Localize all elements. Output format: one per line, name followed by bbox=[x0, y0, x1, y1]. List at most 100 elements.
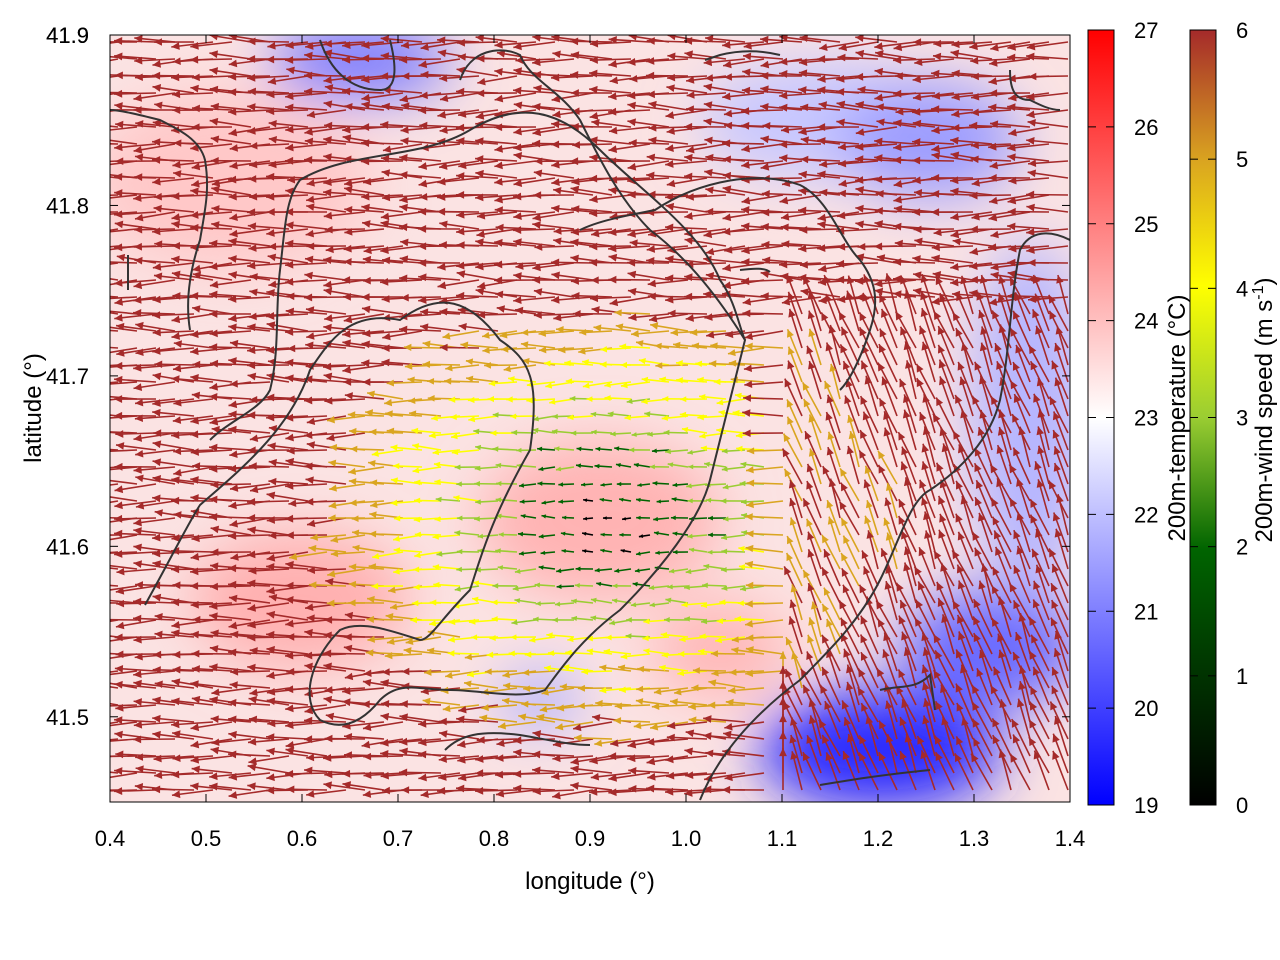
wind-vector-head bbox=[806, 518, 813, 527]
wind-vector-head bbox=[819, 160, 828, 168]
wind-vector-head bbox=[736, 445, 743, 452]
wind-vector-head bbox=[95, 392, 103, 400]
wind-vector-head bbox=[248, 715, 258, 724]
wind-vector-head bbox=[785, 637, 793, 646]
wind-vector-head bbox=[971, 72, 979, 81]
wind-vector-head bbox=[684, 616, 690, 622]
wind-vector-head bbox=[437, 110, 446, 119]
colorbar-tick-label: 20 bbox=[1134, 696, 1158, 721]
wind-vector-head bbox=[784, 686, 791, 696]
wind-vector-head bbox=[306, 242, 315, 251]
wind-vector-head bbox=[363, 177, 372, 186]
wind-vector-head bbox=[327, 570, 336, 578]
wind-vector-head bbox=[570, 37, 579, 46]
wind-vector-head bbox=[691, 342, 700, 350]
wind-vector-head bbox=[697, 376, 704, 383]
wind-vector-head bbox=[760, 292, 769, 300]
wind-vector-head bbox=[761, 190, 770, 198]
wind-vector-head bbox=[779, 714, 787, 723]
wind-vector-head bbox=[998, 324, 1007, 334]
wind-vector-head bbox=[570, 254, 579, 263]
wind-vector-head bbox=[570, 89, 579, 97]
wind-vector-head bbox=[956, 702, 964, 712]
wind-vector-head bbox=[477, 77, 486, 86]
wind-vector-head bbox=[228, 175, 237, 184]
wind-vector-head bbox=[95, 247, 104, 255]
wind-vector-head bbox=[464, 680, 472, 688]
wind-vector-head bbox=[457, 53, 466, 61]
wind-vector-head bbox=[382, 256, 391, 265]
wind-vector-head bbox=[1007, 103, 1016, 112]
wind-vector-head bbox=[228, 750, 237, 759]
wind-vector-head bbox=[432, 449, 440, 456]
wind-vector-head bbox=[250, 485, 259, 494]
wind-vector-head bbox=[904, 290, 912, 300]
wind-vector-head bbox=[228, 464, 237, 473]
wind-vector-head bbox=[1033, 750, 1042, 760]
wind-vector-head bbox=[874, 67, 884, 76]
wind-vector-head bbox=[951, 93, 960, 101]
wind-vector-head bbox=[305, 603, 314, 612]
wind-vector-head bbox=[209, 495, 218, 504]
wind-vector-head bbox=[154, 771, 163, 779]
wind-vector-head bbox=[685, 260, 694, 269]
wind-vector-head bbox=[744, 332, 753, 341]
wind-vector-head bbox=[894, 239, 903, 248]
wind-vector-head bbox=[154, 612, 163, 621]
wind-vector-head bbox=[286, 633, 295, 641]
wind-vector-head bbox=[134, 35, 143, 43]
wind-vector-head bbox=[328, 501, 337, 509]
wind-vector-head bbox=[448, 618, 456, 626]
wind-vector-head bbox=[1016, 511, 1024, 521]
wind-vector-head bbox=[604, 381, 611, 388]
wind-vector bbox=[110, 228, 119, 232]
wind-vector-head bbox=[171, 220, 180, 229]
wind-vector-head bbox=[400, 137, 409, 145]
wind-vector-head bbox=[608, 60, 618, 68]
wind-vector-head bbox=[875, 103, 884, 111]
wind-vector-head bbox=[735, 432, 743, 439]
wind-vector bbox=[110, 516, 119, 519]
wind-vector-head bbox=[912, 93, 922, 101]
wind-vector-head bbox=[646, 71, 655, 80]
wind-vector-head bbox=[745, 646, 754, 654]
wind-vector bbox=[110, 670, 119, 673]
wind-vector-head bbox=[713, 378, 721, 386]
wind-vector-head bbox=[439, 343, 448, 352]
wind-vector-head bbox=[361, 75, 370, 84]
wind-vector-head bbox=[362, 378, 371, 386]
wind-vector-head bbox=[533, 70, 542, 79]
wind-vector-head bbox=[304, 628, 313, 637]
wind-vector-head bbox=[515, 306, 524, 315]
wind-vector-head bbox=[78, 111, 86, 119]
wind-vector-head bbox=[599, 497, 605, 502]
wind-vector-head bbox=[288, 499, 297, 508]
wind-vector-head bbox=[586, 635, 593, 642]
wind-vector-head bbox=[285, 457, 295, 466]
wind-vector-head bbox=[914, 617, 923, 627]
wind-vector-head bbox=[577, 702, 585, 710]
wind-vector-head bbox=[532, 128, 542, 137]
wind-vector-head bbox=[95, 466, 103, 474]
wind-vector-head bbox=[1013, 600, 1021, 610]
wind-vector-head bbox=[266, 671, 275, 680]
wind-vector bbox=[110, 449, 138, 452]
wind-vector-head bbox=[552, 50, 561, 59]
wind-vector-head bbox=[152, 227, 161, 236]
wind-vector-head bbox=[933, 670, 941, 679]
wind-vector-head bbox=[1026, 136, 1035, 145]
wind-vector-head bbox=[1007, 222, 1016, 231]
wind-vector-head bbox=[741, 258, 750, 266]
wind-vector-head bbox=[414, 497, 421, 504]
wind-vector-head bbox=[1034, 293, 1042, 303]
wind-vector-head bbox=[744, 342, 753, 350]
wind-vector-head bbox=[97, 295, 105, 303]
wind-vector-head bbox=[990, 43, 999, 52]
wind-vector-head bbox=[589, 258, 598, 267]
wind-vector-head bbox=[380, 52, 390, 60]
wind-vector-head bbox=[361, 54, 370, 63]
wind-vector-head bbox=[1007, 207, 1016, 216]
wind-vector-head bbox=[595, 699, 603, 707]
colorbar-tick-label: 2 bbox=[1236, 535, 1248, 560]
wind-vector-head bbox=[209, 513, 218, 521]
